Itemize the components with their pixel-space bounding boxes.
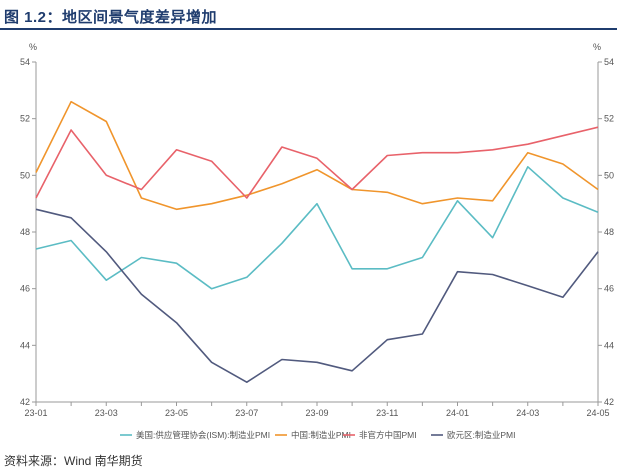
series-line-3 — [35, 126, 599, 199]
chart-series — [35, 100, 599, 384]
x-tick-label: 23-05 — [165, 408, 188, 418]
x-tick-label: 23-01 — [24, 408, 47, 418]
x-tick-label: 23-09 — [305, 408, 328, 418]
series-line-1 — [35, 166, 599, 290]
y-tick-label-right: 52 — [604, 114, 614, 124]
x-tick-label: 24-05 — [586, 408, 609, 418]
x-tick-label: 24-01 — [446, 408, 469, 418]
x-tick-label: 23-11 — [376, 408, 398, 418]
legend-label-3: 非官方中国PMI — [359, 430, 417, 440]
y-tick-label-right: 50 — [604, 170, 614, 180]
legend-label-4: 欧元区:制造业PMI — [447, 430, 515, 440]
y-tick-label-left: 50 — [20, 170, 30, 180]
y-tick-label-left: 42 — [20, 397, 30, 407]
y-tick-label-left: 46 — [20, 284, 30, 294]
y-tick-label-right: 46 — [604, 284, 614, 294]
y-unit-left: % — [29, 42, 37, 52]
x-tick-label: 23-07 — [235, 408, 258, 418]
x-tick-label: 23-03 — [95, 408, 118, 418]
y-tick-label-left: 52 — [20, 114, 30, 124]
chart-axes: % % 42 42 44 44 46 46 48 48 50 50 52 52 54 54 23-01 23-03… — [20, 42, 614, 418]
series-line-4 — [35, 208, 599, 384]
source-note: 资料来源：Wind 南华期货 — [4, 454, 143, 468]
y-unit-right: % — [593, 42, 601, 52]
y-tick-label-left: 44 — [20, 340, 30, 350]
y-tick-label-right: 42 — [604, 397, 614, 407]
y-tick-label-right: 44 — [604, 340, 614, 350]
y-tick-label-right: 48 — [604, 227, 614, 237]
y-tick-label-right: 54 — [604, 57, 614, 67]
series-line-2 — [35, 100, 599, 211]
x-tick-label: 24-03 — [516, 408, 539, 418]
legend-label-1: 美国:供应管理协会(ISM):制造业PMI — [136, 430, 270, 440]
y-tick-label-left: 54 — [20, 57, 30, 67]
line-chart: % % 42 42 44 44 46 46 48 48 50 50 52 52 54 54 23-01 23-03… — [20, 42, 614, 440]
title-underline — [0, 28, 617, 30]
page-title: 图 1.2：地区间景气度差异增加 — [4, 9, 218, 26]
title-bar: 图 1.2：地区间景气度差异增加 — [0, 0, 617, 30]
chart-legend: 美国:供应管理协会(ISM):制造业PMI 中国:制造业PMI 非官方中国PMI 欧元… — [120, 430, 515, 440]
y-tick-label-left: 48 — [20, 227, 30, 237]
legend-label-2: 中国:制造业PMI — [291, 430, 351, 440]
